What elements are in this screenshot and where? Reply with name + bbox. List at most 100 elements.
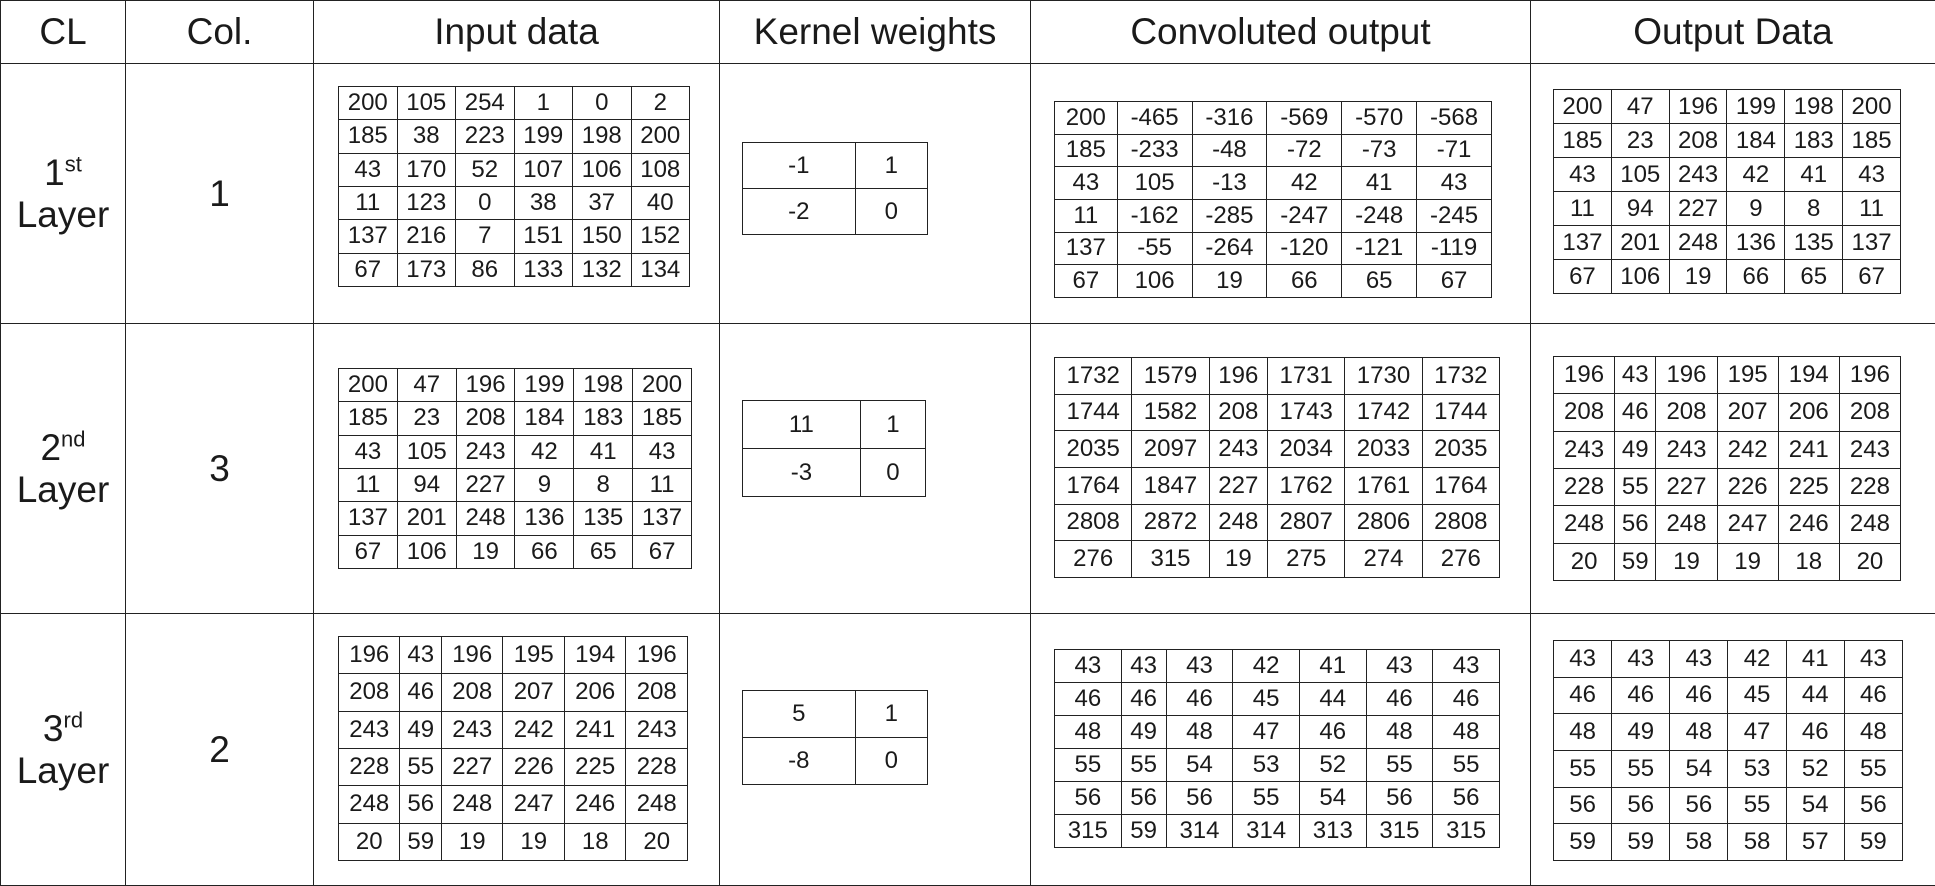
matrix-cell: 41 [1341,166,1418,200]
matrix-row: 67 106 19 66 65 67 [1553,259,1901,294]
matrix-cell: 55 [1611,749,1671,788]
matrix-cell: 19 [1668,259,1728,294]
matrix-row: 185 23 208 184 183 185 [338,401,692,436]
matrix-cell: 48 [1669,713,1729,751]
matrix-cell: 200 [1054,101,1118,135]
matrix-cell: 248 [1208,503,1269,542]
matrix-cell: 184 [514,401,575,436]
matrix-cell: 86 [455,252,515,287]
layer-number: 1 [44,152,65,194]
matrix-cell: 44 [1785,676,1845,715]
matrix-row: 1732 1579 196 1731 1730 1732 [1053,357,1501,395]
matrix-cell: 200 [632,367,692,403]
matrix-cell: -2 [742,188,856,235]
matrix-cell: -119 [1416,231,1492,266]
matrix-cell: 43 [1614,355,1657,395]
matrix-cell: 19 [1191,264,1268,298]
kernel-matrix: -1 1 -2 0 [742,142,929,235]
matrix-row: 243 49 243 242 241 243 [1552,430,1902,469]
matrix-cell: 274 [1344,540,1423,578]
matrix-cell: 1731 [1266,357,1346,395]
matrix-cell: 315 [1054,814,1122,848]
matrix-row: 248 56 248 247 246 248 [1552,505,1902,544]
matrix-cell: 242 [502,710,565,749]
matrix-cell: 208 [337,673,401,712]
matrix-cell: 23 [396,401,457,436]
header-input-data: Input data [313,0,720,64]
matrix-cell: 2807 [1266,503,1346,542]
matrix-cell: 43 [1054,166,1118,200]
matrix-cell: 59 [399,822,442,861]
matrix-cell: 9 [514,467,575,503]
matrix-cell: 198 [572,119,632,154]
layer-ordinal-suffix: nd [61,426,86,452]
matrix-cell: 1732 [1053,357,1133,395]
matrix-cell: 137 [632,501,692,536]
matrix-cell: 59 [1120,814,1167,848]
matrix-cell: 2033 [1344,430,1423,468]
matrix-cell: -120 [1266,231,1343,266]
header-col: Col. [125,0,314,64]
matrix-cell: 105 [396,434,457,469]
matrix-cell: 248 [455,501,516,536]
matrix-cell: 48 [1165,715,1234,749]
matrix-cell: 135 [1784,225,1844,260]
matrix-cell: 137 [1553,225,1612,260]
matrix-cell: 49 [1120,715,1167,749]
matrix-cell: 56 [1120,781,1167,815]
matrix-cell: 1 [854,690,929,738]
matrix-cell: -264 [1191,231,1268,266]
matrix-cell: 185 [632,401,692,436]
matrix-cell: 243 [1668,157,1728,192]
matrix-cell: 208 [1668,123,1728,158]
matrix-cell: 194 [1777,355,1840,395]
convoluted-matrix: 43 43 43 42 41 43 43 46 46 46 45 44 46 46 48 49 48 47 46 48… [1054,649,1500,848]
matrix-row: 137 201 248 136 135 137 [338,501,692,536]
matrix-row: 185 23 208 184 183 185 [1553,123,1901,158]
matrix-cell: 56 [399,785,442,824]
matrix-cell: 195 [502,635,565,675]
matrix-row: 67 106 19 66 65 67 [1054,264,1492,298]
matrix-cell: 46 [1120,682,1167,716]
matrix-row: 137 201 248 136 135 137 [1553,225,1901,260]
matrix-cell: 46 [399,673,442,712]
matrix-cell: 2 [630,85,690,121]
matrix-cell: 226 [502,747,565,787]
matrix-cell: 207 [1716,393,1779,432]
matrix-cell: 19 [440,822,504,861]
matrix-cell: 2808 [1421,503,1501,542]
matrix-row: 20 59 19 19 18 20 [337,822,688,861]
matrix-cell: 0 [572,85,632,121]
matrix-cell: 201 [396,501,457,536]
matrix-cell: 19 [455,534,516,569]
matrix-row: 137 -55 -264 -120 -121 -119 [1054,231,1492,266]
matrix-cell: 225 [563,747,627,787]
matrix-cell: 43 [1120,649,1167,683]
matrix-cell: 0 [455,185,515,221]
matrix-cell: 206 [1777,393,1840,432]
matrix-cell: 19 [502,822,565,861]
matrix-cell: 38 [513,185,573,221]
matrix-cell: 55 [1843,749,1904,788]
matrix-cell: -233 [1116,133,1193,168]
matrix-cell: 200 [1553,89,1612,124]
matrix-row: 55 55 54 53 52 55 [1552,749,1904,788]
matrix-row: 248 56 248 247 246 248 [337,785,688,824]
matrix-cell: 243 [455,434,516,469]
matrix-cell: -121 [1341,231,1418,266]
matrix-cell: 47 [1610,89,1670,124]
layer-number: 3 [42,708,64,750]
matrix-cell: -465 [1116,101,1193,135]
matrix-cell: 18 [1777,542,1840,581]
matrix-cell: 2034 [1266,430,1346,468]
color-channel-value: 2 [209,728,230,770]
matrix-cell: 43 [1416,166,1492,200]
matrix-cell: -568 [1416,101,1492,135]
matrix-row: 200 -465 -316 -569 -570 -568 [1054,101,1492,135]
matrix-cell: 46 [1054,682,1122,716]
matrix-row: 137 216 7 151 150 152 [338,219,690,254]
matrix-cell: 42 [514,434,575,469]
matrix-cell: 315 [1432,814,1500,848]
matrix-cell: 66 [1726,259,1786,294]
matrix-cell: 208 [1552,393,1616,432]
